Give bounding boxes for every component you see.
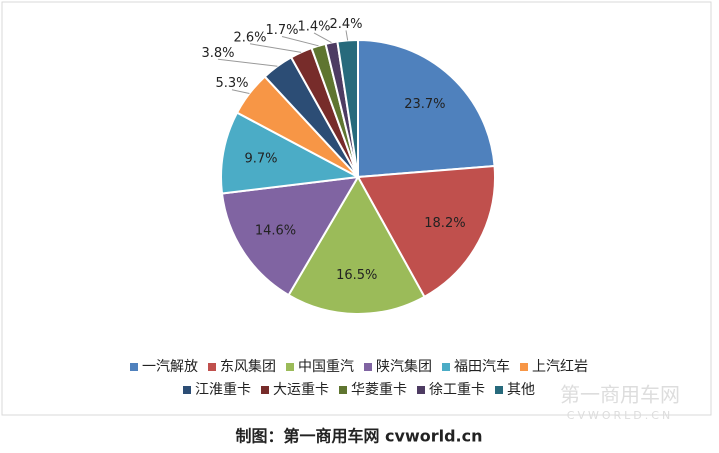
leader-line [217, 58, 278, 67]
legend-label: 其他 [507, 382, 535, 398]
legend-label: 徐工重卡 [429, 382, 485, 398]
data-label: 23.7% [404, 97, 445, 112]
legend-swatch [520, 363, 528, 371]
data-label: 2.4% [329, 17, 362, 32]
legend-swatch [286, 363, 294, 371]
watermark-sub: CVWORLD.CN [567, 409, 673, 422]
leader-line [313, 32, 332, 44]
watermark: 第一商用车网 [560, 383, 680, 407]
legend-label: 福田汽车 [454, 358, 510, 375]
legend-swatch [130, 363, 138, 371]
legend-label: 中国重汽 [298, 359, 354, 375]
legend-label: 上汽红岩 [532, 359, 588, 375]
data-label: 1.7% [265, 23, 298, 38]
legend-label: 一汽解放 [142, 359, 198, 375]
leader-line [281, 36, 319, 47]
data-label: 1.4% [297, 19, 330, 34]
pie-slice [357, 38, 496, 179]
pie-slice [356, 164, 496, 299]
legend-swatch [364, 363, 372, 371]
legend-swatch [339, 386, 347, 394]
legend-label: 大运重卡 [273, 382, 329, 398]
legend-swatch [442, 363, 450, 371]
legend-swatch [183, 386, 191, 394]
pie-slice [287, 174, 426, 315]
legend-label: 华菱重卡 [351, 382, 407, 398]
data-label: 14.6% [255, 224, 296, 239]
legend-label: 东风集团 [220, 358, 276, 375]
pie-slice [336, 38, 359, 178]
legend-swatch [261, 386, 269, 394]
legend-swatch [208, 363, 216, 371]
data-label: 9.7% [245, 151, 278, 166]
leader-line [231, 89, 250, 94]
leader-line [345, 30, 349, 41]
data-label: 5.3% [215, 76, 248, 91]
pie-slice [220, 111, 362, 195]
legend-label: 陕汽集团 [376, 358, 432, 375]
legend-label: 江淮重卡 [195, 382, 251, 398]
data-label: 2.6% [233, 30, 266, 45]
legend-swatch [417, 386, 425, 394]
data-label: 16.5% [336, 268, 377, 283]
data-label: 3.8% [201, 46, 234, 61]
pie-slice [220, 175, 360, 297]
caption: 制图：第一商用车网 cvworld.cn [235, 427, 482, 446]
data-label: 18.2% [424, 216, 465, 231]
legend-swatch [495, 386, 503, 394]
leader-line [249, 43, 302, 53]
